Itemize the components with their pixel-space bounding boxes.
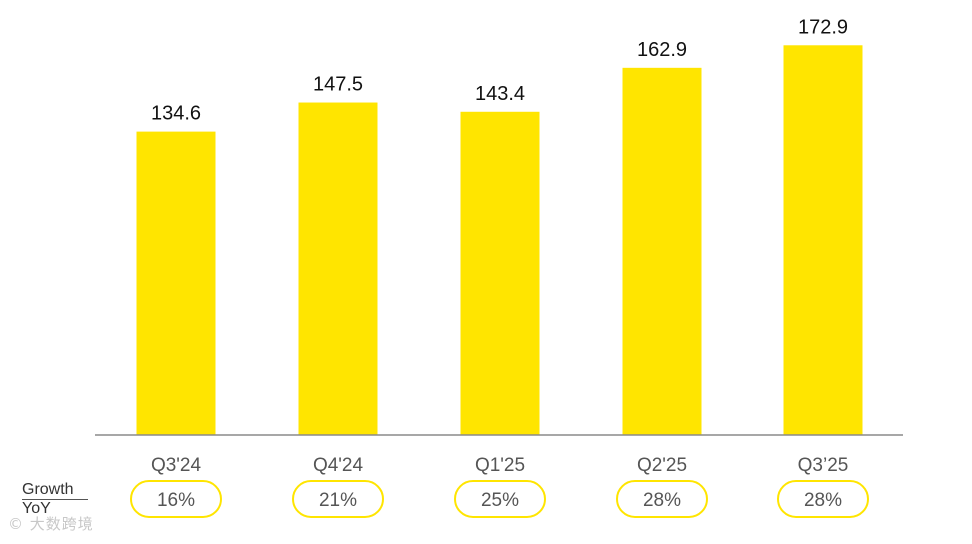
growth-pill-2	[292, 480, 384, 518]
bar-1	[136, 131, 216, 435]
growth-value-3: 25%	[481, 490, 519, 511]
growth-pill-1	[130, 480, 222, 518]
value-label-4: 162.9	[637, 39, 687, 61]
bar-4	[622, 67, 702, 436]
x-tick-label-4: Q2'25	[637, 455, 687, 476]
value-label-2: 147.5	[313, 74, 363, 96]
value-label-3: 143.4	[475, 83, 525, 105]
growth-pills-group: 16% 21% 25% 28% 28%	[130, 480, 869, 518]
x-tick-label-2: Q4'24	[313, 455, 364, 476]
bars-group	[136, 45, 863, 436]
value-labels-group: 134.6 147.5 143.4 162.9 172.9	[151, 16, 848, 124]
value-label-1: 134.6	[151, 103, 201, 125]
x-tick-label-1: Q3'24	[151, 455, 202, 476]
value-label-5: 172.9	[798, 16, 848, 38]
bar-3	[460, 111, 540, 435]
x-tick-label-3: Q1'25	[475, 455, 525, 476]
bar-5	[783, 45, 863, 436]
growth-label-line1: Growth	[22, 481, 88, 500]
growth-label-line2: YoY	[22, 500, 51, 517]
x-tick-labels-group: Q3'24 Q4'24 Q1'25 Q2'25 Q3’25	[151, 455, 848, 476]
growth-pill-4	[616, 480, 708, 518]
bar-2	[298, 102, 378, 435]
watermark: © 大数跨境	[8, 515, 94, 533]
growth-value-4: 28%	[643, 490, 681, 511]
growth-value-1: 16%	[157, 490, 195, 511]
growth-value-2: 21%	[319, 490, 357, 511]
x-tick-label-5: Q3’25	[798, 455, 849, 476]
growth-pill-5	[777, 480, 869, 518]
growth-pill-3	[454, 480, 546, 518]
growth-value-5: 28%	[804, 490, 842, 511]
growth-row-label: Growth YoY	[22, 481, 88, 518]
